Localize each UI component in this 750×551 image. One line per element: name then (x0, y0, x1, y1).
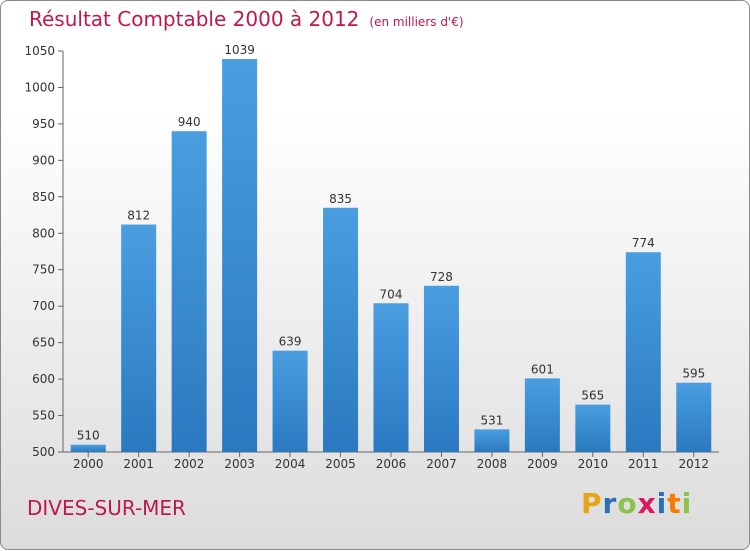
bar (575, 404, 611, 452)
y-tick-label: 850 (32, 190, 55, 204)
x-tick-label: 2012 (678, 457, 709, 471)
bar (222, 59, 258, 453)
proxiti-logo: Proxiti (581, 487, 692, 520)
location-label: DIVES-SUR-MER (27, 496, 186, 520)
bar (373, 303, 409, 452)
logo-letter: x (637, 487, 657, 520)
logo-letter: P (581, 487, 603, 520)
data-label: 531 (480, 413, 503, 427)
data-label: 1039 (224, 43, 255, 57)
data-label: 639 (279, 335, 302, 349)
bar (676, 382, 712, 452)
y-tick-label: 700 (32, 299, 55, 313)
y-tick-label: 950 (32, 117, 55, 131)
bar (423, 285, 459, 452)
x-tick-label: 2000 (73, 457, 104, 471)
x-tick-label: 2010 (578, 457, 609, 471)
x-tick-label: 2004 (275, 457, 306, 471)
y-tick-label: 550 (32, 409, 55, 423)
y-tick-label: 800 (32, 226, 55, 240)
chart-title: Résultat Comptable 2000 à 2012 (en millie… (29, 7, 464, 31)
bar (171, 131, 207, 452)
y-tick-label: 1000 (24, 80, 55, 94)
data-label: 728 (430, 270, 453, 284)
data-label: 601 (531, 362, 554, 376)
data-label: 940 (178, 115, 201, 129)
y-tick-label: 500 (32, 445, 55, 459)
bar (524, 378, 560, 452)
y-tick-label: 750 (32, 263, 55, 277)
x-tick-label: 2008 (477, 457, 508, 471)
x-tick-label: 2007 (426, 457, 457, 471)
x-tick-label: 2002 (174, 457, 205, 471)
x-tick-label: 2003 (224, 457, 255, 471)
x-tick-label: 2005 (325, 457, 356, 471)
data-label: 835 (329, 192, 352, 206)
y-tick-label: 650 (32, 336, 55, 350)
logo-letter: i (681, 487, 693, 520)
x-tick-label: 2009 (527, 457, 558, 471)
y-tick-label: 1050 (24, 44, 55, 58)
bar (625, 252, 661, 452)
data-label: 510 (77, 429, 100, 443)
data-label: 812 (127, 209, 150, 223)
data-label: 595 (682, 367, 705, 381)
data-label: 704 (380, 287, 403, 301)
x-tick-label: 2006 (376, 457, 407, 471)
logo-letter: i (656, 487, 668, 520)
x-tick-label: 2011 (628, 457, 659, 471)
logo-letter: t (667, 487, 682, 520)
bar (474, 429, 510, 452)
data-label: 774 (632, 236, 655, 250)
title-text: Résultat Comptable 2000 à 2012 (29, 7, 360, 31)
y-tick-label: 600 (32, 372, 55, 386)
data-label: 565 (581, 389, 604, 403)
bar (323, 207, 359, 452)
bar (272, 350, 308, 452)
logo-letter: o (617, 487, 638, 520)
logo-letter: r (602, 487, 618, 520)
chart-subtitle: (en milliers d'€) (369, 15, 464, 29)
bar (121, 224, 157, 452)
x-tick-label: 2001 (123, 457, 154, 471)
bar (70, 444, 106, 452)
y-tick-label: 900 (32, 153, 55, 167)
